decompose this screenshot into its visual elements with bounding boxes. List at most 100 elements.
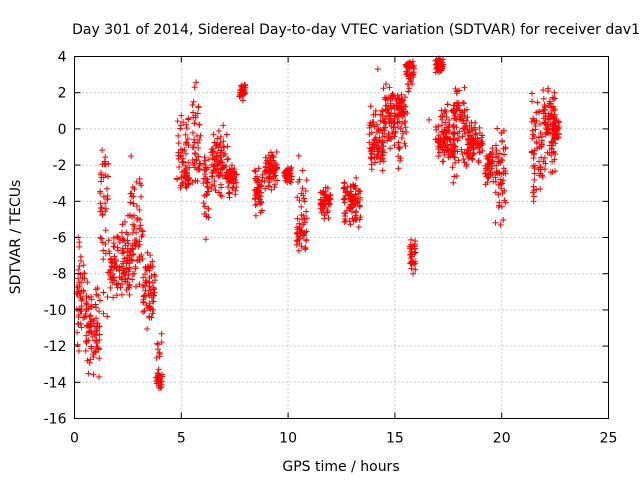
x-tick-label: 15: [386, 431, 404, 447]
data-point: [535, 134, 542, 141]
data-point: [341, 218, 348, 225]
data-point: [220, 122, 227, 129]
data-point: [128, 214, 135, 221]
data-point: [220, 152, 227, 159]
data-point: [218, 193, 225, 200]
data-point: [203, 192, 210, 199]
data-point: [346, 205, 353, 212]
data-point: [236, 93, 243, 100]
data-point: [221, 144, 228, 151]
data-point: [299, 185, 306, 192]
data-point: [396, 157, 403, 164]
data-point: [542, 103, 549, 110]
data-point: [272, 165, 279, 172]
data-point: [536, 108, 543, 115]
data-point: [356, 203, 363, 210]
data-point: [149, 258, 156, 265]
data-point: [150, 284, 157, 291]
data-point: [406, 85, 413, 92]
data-point: [302, 246, 309, 253]
data-point: [118, 291, 125, 298]
data-point: [233, 171, 240, 178]
data-point: [495, 182, 502, 189]
data-point-outlier: [497, 221, 504, 228]
data-point: [86, 313, 93, 320]
data-point: [368, 129, 375, 136]
data-point: [130, 200, 137, 207]
data-point: [404, 64, 411, 71]
data-point: [111, 244, 118, 251]
data-point: [239, 97, 246, 104]
data-point: [453, 116, 460, 123]
data-point: [112, 256, 119, 263]
data-point: [191, 136, 198, 143]
data-point: [100, 193, 107, 200]
data-point: [90, 371, 97, 378]
data-point: [194, 133, 201, 140]
data-point: [472, 126, 479, 133]
data-point: [113, 281, 120, 288]
data-point: [233, 184, 240, 191]
data-point: [124, 231, 131, 238]
data-point: [100, 256, 107, 263]
data-point: [532, 126, 539, 133]
data-point: [482, 181, 489, 188]
data-point: [251, 167, 258, 174]
data-point: [211, 148, 218, 155]
data-point: [442, 142, 449, 149]
data-point: [402, 108, 409, 115]
data-point: [144, 325, 151, 332]
data-point: [99, 212, 106, 219]
data-point: [154, 375, 161, 382]
data-point: [86, 328, 93, 335]
data-point: [146, 283, 153, 290]
data-point: [479, 147, 486, 154]
axis-ticks: [74, 56, 609, 419]
data-point: [93, 327, 100, 334]
data-point: [476, 124, 483, 131]
data-point: [394, 105, 401, 112]
data-point: [84, 279, 91, 286]
data-point: [135, 243, 142, 250]
data-point: [445, 116, 452, 123]
data-point: [375, 150, 382, 157]
data-point: [498, 156, 505, 163]
data-point: [537, 130, 544, 137]
data-point: [102, 154, 109, 161]
data-point: [479, 138, 486, 145]
data-point: [175, 140, 182, 147]
data-point: [142, 287, 149, 294]
data-point: [189, 179, 196, 186]
data-point: [76, 279, 83, 286]
data-point: [551, 89, 558, 96]
data-point: [225, 155, 232, 162]
data-point: [127, 199, 134, 206]
data-point: [353, 174, 360, 181]
data-point: [455, 134, 462, 141]
data-point-outlier: [374, 66, 381, 73]
data-point: [502, 168, 509, 175]
data-point: [412, 249, 419, 256]
data-point: [475, 157, 482, 164]
data-point: [196, 121, 203, 128]
data-point: [185, 142, 192, 149]
data-point: [217, 192, 224, 199]
data-point: [139, 308, 146, 315]
data-point: [96, 331, 103, 338]
data-point: [89, 333, 96, 340]
data-point: [119, 270, 126, 277]
data-point: [202, 164, 209, 171]
data-point: [366, 124, 373, 131]
data-point: [529, 127, 536, 134]
data-point: [478, 134, 485, 141]
data-point: [327, 192, 334, 199]
data-point: [136, 281, 143, 288]
data-point: [410, 69, 417, 76]
data-point: [352, 191, 359, 198]
data-point: [408, 236, 415, 243]
data-point: [97, 234, 104, 241]
data-point: [384, 137, 391, 144]
data-point: [174, 118, 181, 125]
data-point: [102, 227, 109, 234]
